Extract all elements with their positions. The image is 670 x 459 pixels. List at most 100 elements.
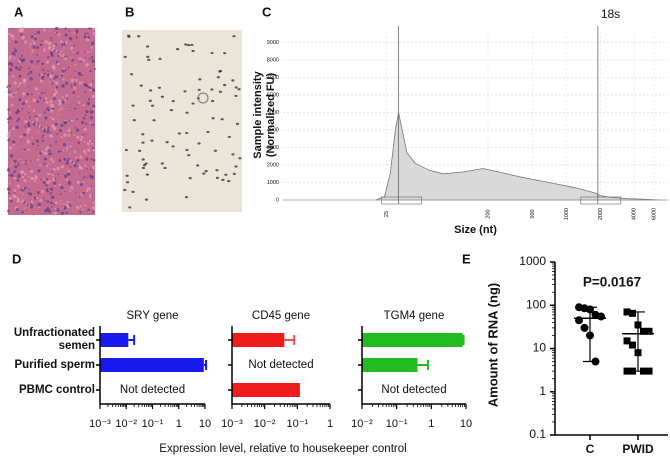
panel-label: E [462, 251, 471, 266]
texture [74, 63, 77, 66]
panel-label: A [14, 4, 24, 19]
texture [37, 145, 39, 147]
texture [80, 138, 83, 141]
texture [30, 204, 34, 208]
texture [150, 139, 154, 142]
texture [63, 43, 66, 46]
x-tick-label: 1000 [564, 208, 570, 220]
x-tick-label: 10 [460, 418, 472, 430]
texture [211, 117, 215, 120]
texture [7, 131, 10, 134]
texture [21, 37, 24, 40]
texture [24, 125, 27, 128]
texture [68, 120, 70, 122]
texture [64, 33, 68, 37]
texture [8, 40, 11, 43]
texture [76, 159, 80, 163]
texture [197, 88, 201, 91]
texture [51, 82, 54, 85]
texture [26, 139, 31, 144]
texture [23, 84, 25, 86]
texture [14, 54, 16, 56]
texture [11, 74, 15, 78]
texture [29, 115, 31, 118]
texture [177, 132, 181, 135]
subchart-title: TGM4 gene [384, 310, 445, 322]
texture [36, 191, 40, 195]
x-tick-label: 10⁻³ [221, 418, 243, 430]
y-tick-label: 5000 [267, 110, 279, 116]
texture [197, 142, 201, 145]
texture [71, 201, 73, 203]
marker-box [381, 196, 422, 205]
texture [220, 118, 224, 121]
texture [65, 94, 69, 97]
texture [29, 45, 31, 48]
y-tick-label: 3000 [267, 145, 279, 151]
texture [40, 73, 43, 76]
micrograph-b [122, 30, 242, 212]
texture [196, 164, 200, 167]
data-point [580, 323, 589, 332]
texture [15, 208, 19, 211]
texture [83, 176, 86, 179]
texture [11, 95, 14, 99]
texture [79, 172, 81, 175]
texture [10, 164, 12, 167]
texture [51, 169, 53, 172]
texture [87, 208, 90, 211]
texture [73, 82, 77, 86]
texture [91, 95, 95, 99]
texture [74, 78, 78, 82]
texture [84, 91, 87, 94]
texture [62, 143, 67, 147]
value-label: Not detected [120, 384, 185, 396]
texture [91, 88, 94, 91]
texture [150, 104, 155, 107]
texture [44, 97, 48, 100]
x-axis-label: Expression level, relative to housekeepe… [159, 443, 406, 455]
texture [141, 166, 145, 170]
texture [73, 31, 76, 34]
texture [44, 39, 47, 42]
texture [20, 199, 22, 202]
data-point [575, 316, 583, 325]
texture [185, 131, 189, 135]
texture [39, 198, 43, 202]
texture [13, 57, 15, 59]
texture [204, 170, 208, 173]
texture [70, 57, 73, 59]
texture [73, 44, 76, 47]
texture [8, 174, 10, 177]
texture [10, 132, 13, 135]
texture [141, 133, 145, 136]
texture [66, 204, 70, 209]
error-bar [128, 335, 136, 345]
texture [57, 54, 60, 57]
texture [9, 154, 14, 158]
subchart-title: CD45 gene [252, 310, 310, 322]
texture [67, 129, 71, 133]
texture [85, 189, 89, 192]
texture [36, 59, 40, 63]
texture [188, 177, 192, 180]
texture [35, 139, 39, 143]
category-label: Purified sperm [14, 358, 95, 371]
texture [52, 126, 57, 131]
texture [46, 188, 49, 191]
texture [72, 91, 76, 94]
texture [47, 56, 50, 59]
texture [6, 117, 10, 121]
texture [50, 47, 53, 49]
texture [74, 127, 77, 129]
texture [62, 149, 65, 152]
texture [78, 196, 81, 198]
texture [41, 190, 44, 193]
texture [85, 122, 88, 125]
texture [21, 175, 25, 179]
texture [22, 161, 24, 164]
texture [76, 36, 78, 39]
texture [50, 36, 52, 39]
texture [32, 40, 34, 42]
